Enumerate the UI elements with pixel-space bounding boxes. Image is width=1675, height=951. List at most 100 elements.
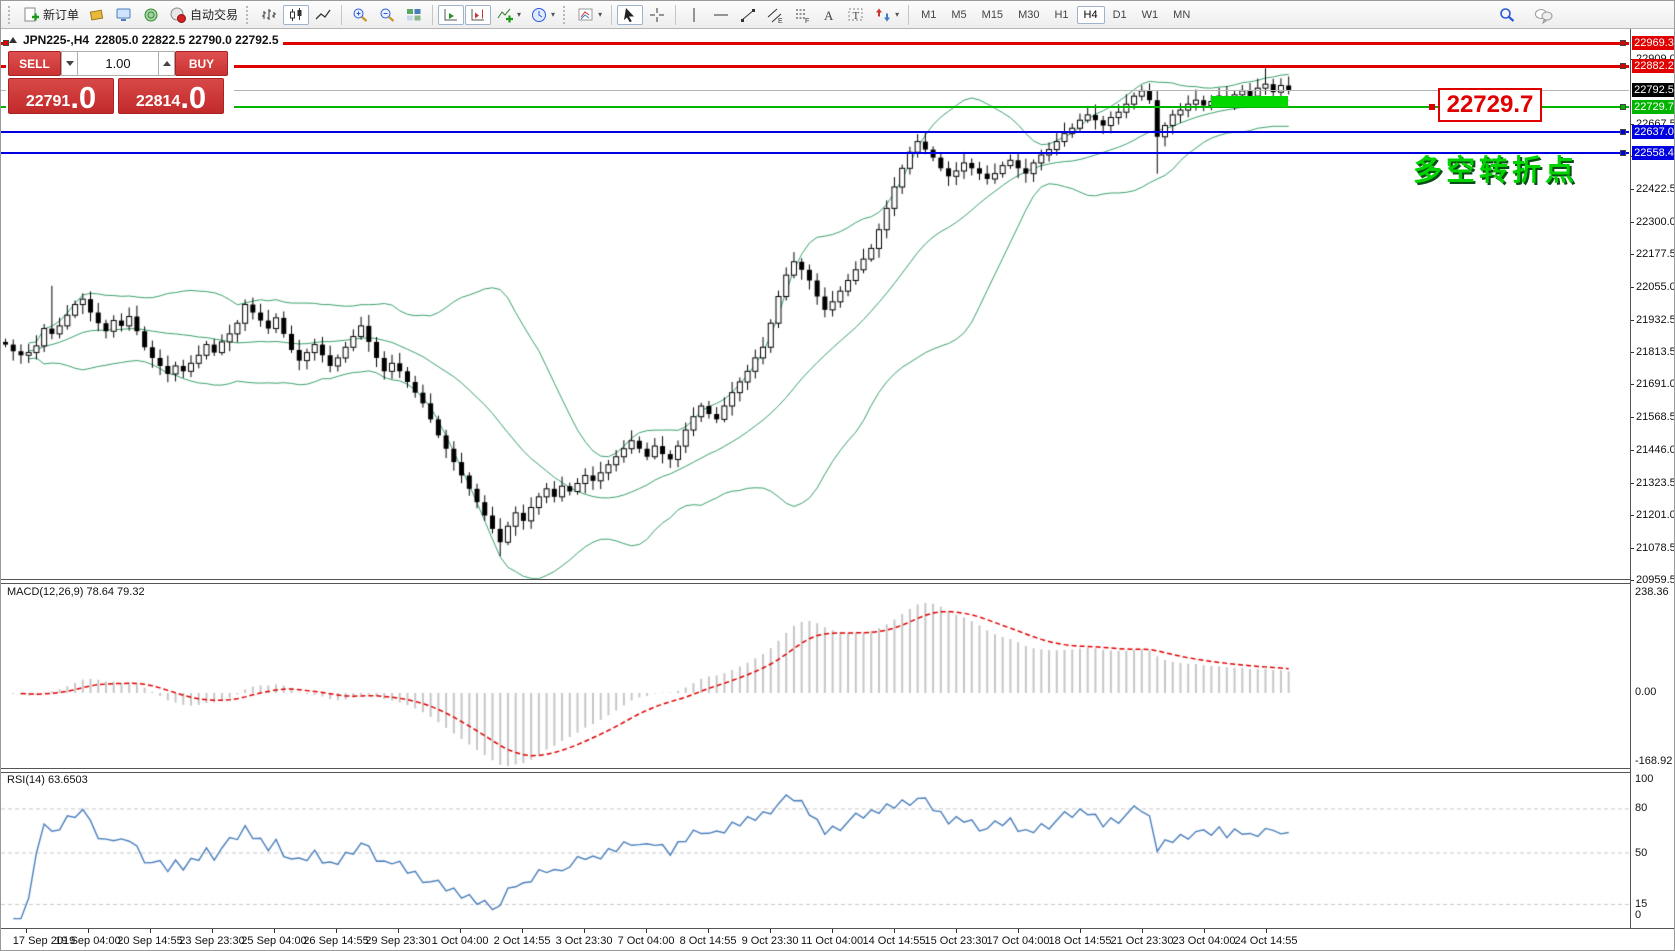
callout-anchor-handle[interactable] bbox=[1429, 104, 1435, 110]
toolbar-grip[interactable] bbox=[246, 5, 252, 24]
bar-chart-mode-button[interactable] bbox=[256, 5, 282, 25]
chart-title: JPN225-,H4 22805.0 22822.5 22790.0 22792… bbox=[9, 33, 283, 47]
price-tick-mark bbox=[1631, 254, 1634, 256]
chat-button[interactable] bbox=[1530, 5, 1558, 25]
toolbar-grip[interactable] bbox=[8, 5, 14, 24]
news-sound-button[interactable] bbox=[138, 5, 164, 25]
timeframe-button-m5[interactable]: M5 bbox=[951, 8, 967, 21]
time-axis[interactable]: 17 Sep 2019 19 Sep 04:00 20 Sep 14:55 23 Se… bbox=[1, 928, 1674, 950]
timeframe-button-h1[interactable]: H1 bbox=[1054, 8, 1069, 21]
equidistant-channel-tool-button[interactable]: E bbox=[762, 5, 788, 25]
toolbar-grip[interactable] bbox=[563, 5, 569, 24]
timeframe-button-m15[interactable]: M15 bbox=[981, 8, 1004, 21]
line-handle[interactable] bbox=[1620, 104, 1626, 110]
indicators-icon bbox=[497, 8, 514, 22]
chart-shift-button[interactable] bbox=[465, 4, 492, 25]
periods-button[interactable]: ▾ bbox=[526, 5, 559, 25]
text-tool-button[interactable]: A bbox=[816, 5, 842, 25]
macd-axis-zero: 0.00 bbox=[1635, 686, 1657, 698]
volume-increase-button[interactable] bbox=[158, 51, 175, 76]
time-tick-label: 17 Sep 2019 bbox=[12, 935, 76, 947]
highlight-rectangle[interactable] bbox=[1211, 96, 1288, 107]
candlestick-mode-button[interactable] bbox=[283, 4, 310, 25]
crosshair-tool-button[interactable] bbox=[644, 5, 670, 25]
tile-windows-button[interactable] bbox=[401, 5, 427, 25]
buy-price-display[interactable]: 22814.0 bbox=[118, 78, 224, 114]
price-tick-mark bbox=[1631, 482, 1634, 484]
line-chart-mode-button[interactable] bbox=[310, 5, 336, 25]
timeframe-button-w1[interactable]: W1 bbox=[1141, 8, 1159, 21]
indicators-button[interactable]: ▾ bbox=[492, 5, 525, 25]
price-axis[interactable]: 22909.022667.522545.022422.522300.022177… bbox=[1630, 29, 1675, 928]
time-tick-label: 26 Sep 14:55 bbox=[303, 935, 369, 947]
time-tick-label: 23 Oct 04:00 bbox=[1172, 935, 1236, 947]
time-tick-mark bbox=[646, 929, 647, 933]
time-tick-mark bbox=[150, 929, 151, 933]
new-order-icon bbox=[24, 7, 39, 21]
timeframe-button-h4[interactable]: H4 bbox=[1076, 5, 1105, 24]
horizontal-level-line-22882.2[interactable] bbox=[1, 65, 1629, 68]
text-label-tool-button[interactable]: T bbox=[843, 5, 869, 25]
autotrading-button[interactable]: 自动交易 bbox=[165, 5, 242, 25]
line-handle[interactable] bbox=[3, 40, 9, 46]
indicator-list-button[interactable]: ▾ bbox=[573, 5, 606, 25]
timeframe-button-m30[interactable]: M30 bbox=[1018, 8, 1040, 21]
annotation-text[interactable]: 多空转折点 bbox=[1413, 155, 1579, 187]
rsi-pane-separator[interactable] bbox=[1, 768, 1674, 773]
price-callout[interactable]: 22729.7 bbox=[1438, 88, 1542, 122]
rsi-indicator-label: RSI(14) 63.6503 bbox=[7, 774, 88, 786]
time-tick-mark bbox=[956, 929, 957, 933]
vertical-line-icon bbox=[693, 7, 695, 22]
auto-scroll-button[interactable] bbox=[438, 4, 465, 25]
profiles-button[interactable] bbox=[84, 5, 110, 25]
search-button[interactable] bbox=[1494, 5, 1520, 25]
horizontal-level-line-22729.7[interactable] bbox=[1, 106, 1629, 108]
horizontal-level-line-22792.5[interactable] bbox=[1, 90, 1629, 91]
collapse-panel-icon[interactable] bbox=[9, 37, 17, 43]
price-tick-mark bbox=[1631, 123, 1634, 125]
horizontal-level-line-22969.3[interactable] bbox=[1, 42, 1629, 45]
volume-decrease-button[interactable] bbox=[61, 51, 78, 76]
trendline-tool-button[interactable] bbox=[735, 5, 761, 25]
macd-pane-separator[interactable] bbox=[1, 579, 1674, 584]
horizontal-line-tool-button[interactable] bbox=[708, 5, 734, 25]
line-chart-icon bbox=[315, 9, 331, 19]
sell-price-display[interactable]: 22791.0 bbox=[8, 78, 114, 114]
time-tick-label: 8 Oct 14:55 bbox=[679, 935, 737, 947]
timeframe-button-d1[interactable]: D1 bbox=[1112, 8, 1127, 21]
price-tick-label: 22177.5 bbox=[1636, 248, 1675, 261]
line-handle[interactable] bbox=[1620, 63, 1626, 69]
time-tick-mark bbox=[584, 929, 585, 933]
text-icon: A bbox=[824, 8, 834, 23]
line-handle[interactable] bbox=[1620, 150, 1626, 156]
horizontal-level-line-22637.0[interactable] bbox=[1, 131, 1629, 133]
vertical-line-tool-button[interactable] bbox=[681, 5, 707, 25]
line-handle[interactable] bbox=[1620, 129, 1626, 135]
price-tick-label: 22300.0 bbox=[1636, 215, 1675, 228]
time-tick-label: 17 Oct 04:00 bbox=[986, 935, 1050, 947]
new-order-button[interactable]: 新订单 bbox=[18, 5, 83, 25]
equidistant-channel-icon: E bbox=[767, 8, 783, 24]
arrows-tool-button[interactable]: ▾ bbox=[870, 5, 903, 25]
line-handle[interactable] bbox=[1620, 40, 1626, 46]
profiles-icon bbox=[89, 9, 104, 21]
time-tick-label: 19 Sep 04:00 bbox=[55, 935, 121, 947]
zoom-in-button[interactable] bbox=[347, 5, 373, 25]
chart-shift-icon bbox=[471, 8, 485, 20]
timeframe-button-m1[interactable]: M1 bbox=[921, 8, 937, 21]
chart-symbol-period: JPN225-,H4 bbox=[23, 33, 90, 47]
timeframe-button-mn[interactable]: MN bbox=[1173, 8, 1191, 21]
buy-button[interactable]: BUY bbox=[175, 51, 228, 76]
svg-text:E: E bbox=[778, 18, 783, 24]
volume-input[interactable] bbox=[78, 51, 158, 76]
cursor-tool-button[interactable] bbox=[617, 4, 644, 25]
text-label-icon: T bbox=[848, 8, 863, 22]
market-watch-button[interactable] bbox=[111, 5, 137, 25]
sell-button[interactable]: SELL bbox=[8, 51, 61, 76]
horizontal-level-line-22558.4[interactable] bbox=[1, 152, 1629, 154]
fibonacci-tool-button[interactable]: F bbox=[789, 5, 815, 25]
zoom-out-button[interactable] bbox=[374, 5, 400, 25]
price-axis-label-22792.5: 22792.5 bbox=[1632, 83, 1674, 97]
time-tick-label: 29 Sep 23:30 bbox=[365, 935, 431, 947]
